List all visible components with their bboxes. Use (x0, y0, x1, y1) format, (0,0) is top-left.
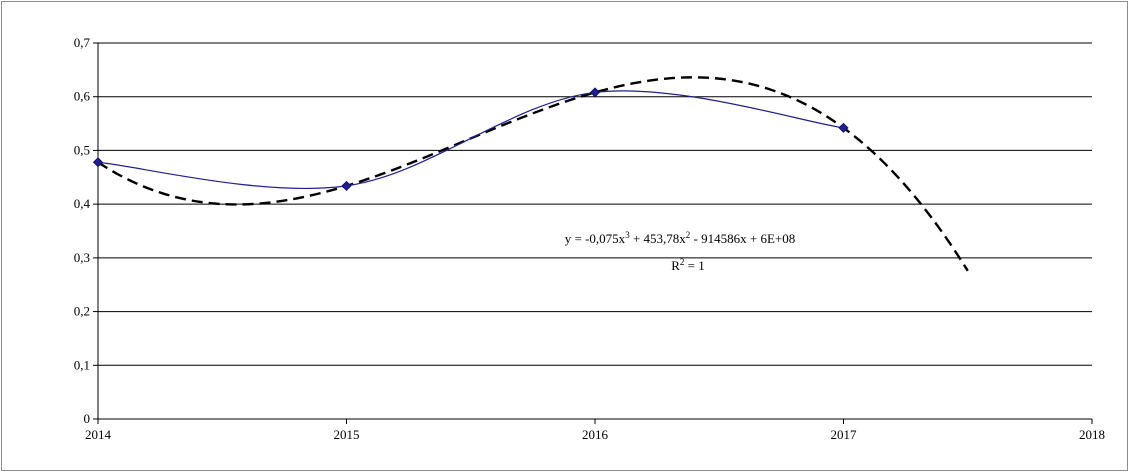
x-tick-label: 2016 (582, 427, 609, 442)
y-tick-label: 0,4 (74, 196, 91, 211)
trendline-equation: y = -0,075x3 + 453,78x2 - 914586x + 6E+0… (565, 230, 795, 246)
x-tick-label: 2014 (85, 427, 112, 442)
trendline-group (97, 76, 969, 272)
y-tick-label: 0,7 (74, 35, 91, 50)
data-point-marker (341, 180, 352, 191)
r-squared-label: R2 = 1 (671, 257, 705, 273)
y-tick-label: 0,5 (74, 142, 90, 157)
y-tick-label: 0 (84, 411, 91, 426)
x-tick-label: 2018 (1079, 427, 1105, 442)
markers-group (92, 87, 849, 191)
series-group (97, 90, 844, 189)
y-tick-label: 0,1 (74, 357, 90, 372)
data-point-marker (589, 87, 601, 98)
y-tick-label: 0,6 (74, 89, 91, 104)
x-tick-label: 2015 (334, 427, 360, 442)
data-point-marker (92, 157, 104, 168)
trendline (97, 76, 969, 272)
data-point-marker (838, 122, 849, 133)
y-tick-label: 0,3 (74, 250, 90, 265)
x-axis-ticks: 2014 2015 2016 2017 2018 (85, 419, 1105, 442)
y-axis-ticks: 0 0,1 0,2 0,3 0,4 0,5 0,6 0,7 (74, 35, 98, 426)
series-line (97, 90, 844, 189)
x-tick-label: 2017 (831, 427, 858, 442)
y-tick-label: 0,2 (74, 304, 90, 319)
